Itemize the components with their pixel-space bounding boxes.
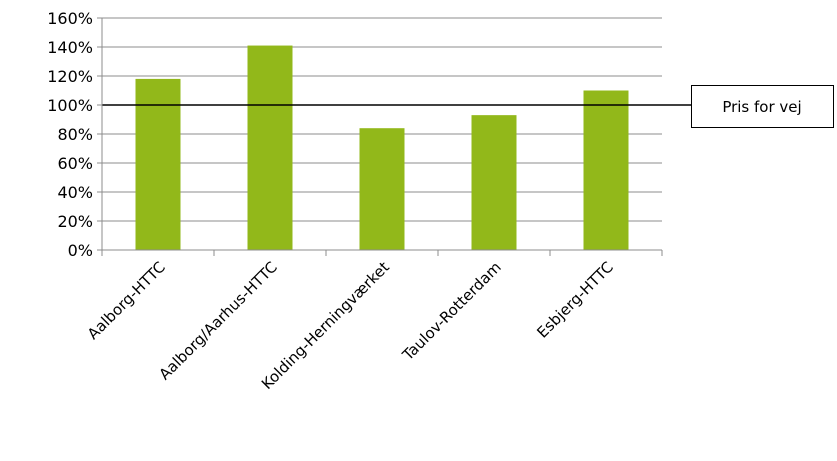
bar [583, 90, 629, 250]
bar [247, 45, 293, 250]
bar [471, 115, 517, 251]
y-tick-label: 120% [47, 67, 93, 86]
bar [135, 78, 181, 251]
y-tick-label: 20% [57, 212, 93, 231]
y-axis-tick-labels: 0% 20% 40% 60% 80% 100% 120% 140% 160% [47, 9, 93, 260]
x-axis-category-labels: Aalborg-HTTCAalborg/Aarhus-HTTCKolding-H… [84, 258, 617, 393]
y-tick-label: 60% [57, 154, 93, 173]
y-tick-label: 40% [57, 183, 93, 202]
y-tick-label: 140% [47, 38, 93, 57]
y-tick-label: 80% [57, 125, 93, 144]
reference-line-group: Pris for vej [102, 85, 834, 128]
x-category-label: Aalborg/Aarhus-HTTC [155, 258, 280, 383]
x-category-label: Aalborg-HTTC [84, 258, 169, 343]
y-tick-label: 0% [68, 241, 93, 260]
x-category-label: Kolding-Herningværket [258, 258, 393, 393]
y-tick-label: 160% [47, 9, 93, 28]
reference-label: Pris for vej [722, 98, 801, 116]
bar [359, 128, 405, 250]
axes [97, 17, 663, 256]
x-category-label: Taulov-Rotterdam [398, 258, 505, 365]
x-category-label: Esbjerg-HTTC [533, 258, 616, 341]
reference-label-box [691, 85, 834, 128]
bars [135, 45, 629, 251]
y-tick-label: 100% [47, 96, 93, 115]
